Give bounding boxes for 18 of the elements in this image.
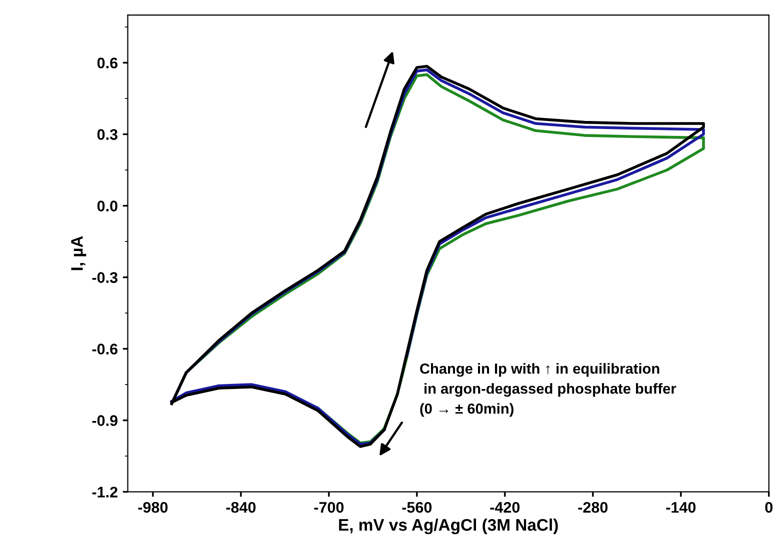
y-axis-title: I, µA: [71, 236, 86, 270]
x-tick-label: -560: [402, 502, 432, 513]
y-tick-label: -0.9: [92, 415, 118, 426]
x-tick-label: -140: [666, 502, 696, 513]
x-tick-label: -980: [138, 502, 168, 513]
y-tick-label: 0.6: [97, 58, 118, 68]
x-tick-label: -280: [578, 502, 608, 513]
y-tick-label: -0.6: [92, 344, 118, 354]
x-tick-label: -700: [314, 502, 344, 513]
y-tick-label: 0.0: [97, 200, 118, 212]
x-tick-label: -420: [490, 502, 520, 513]
annotation: Change in Ip with ↑ in equilibration in argon-degassed phosphate buffer (0 → ± 60min): [420, 363, 676, 417]
y-tick-label: -1.2: [92, 486, 118, 498]
x-axis-title: E, mV vs Ag/AgCl (3M NaCl): [339, 518, 558, 534]
x-tick-label: 0: [765, 502, 772, 513]
x-tick-label: -840: [226, 502, 256, 513]
y-tick-label: -0.3: [92, 272, 118, 283]
y-tick-label: 0.3: [97, 129, 118, 140]
